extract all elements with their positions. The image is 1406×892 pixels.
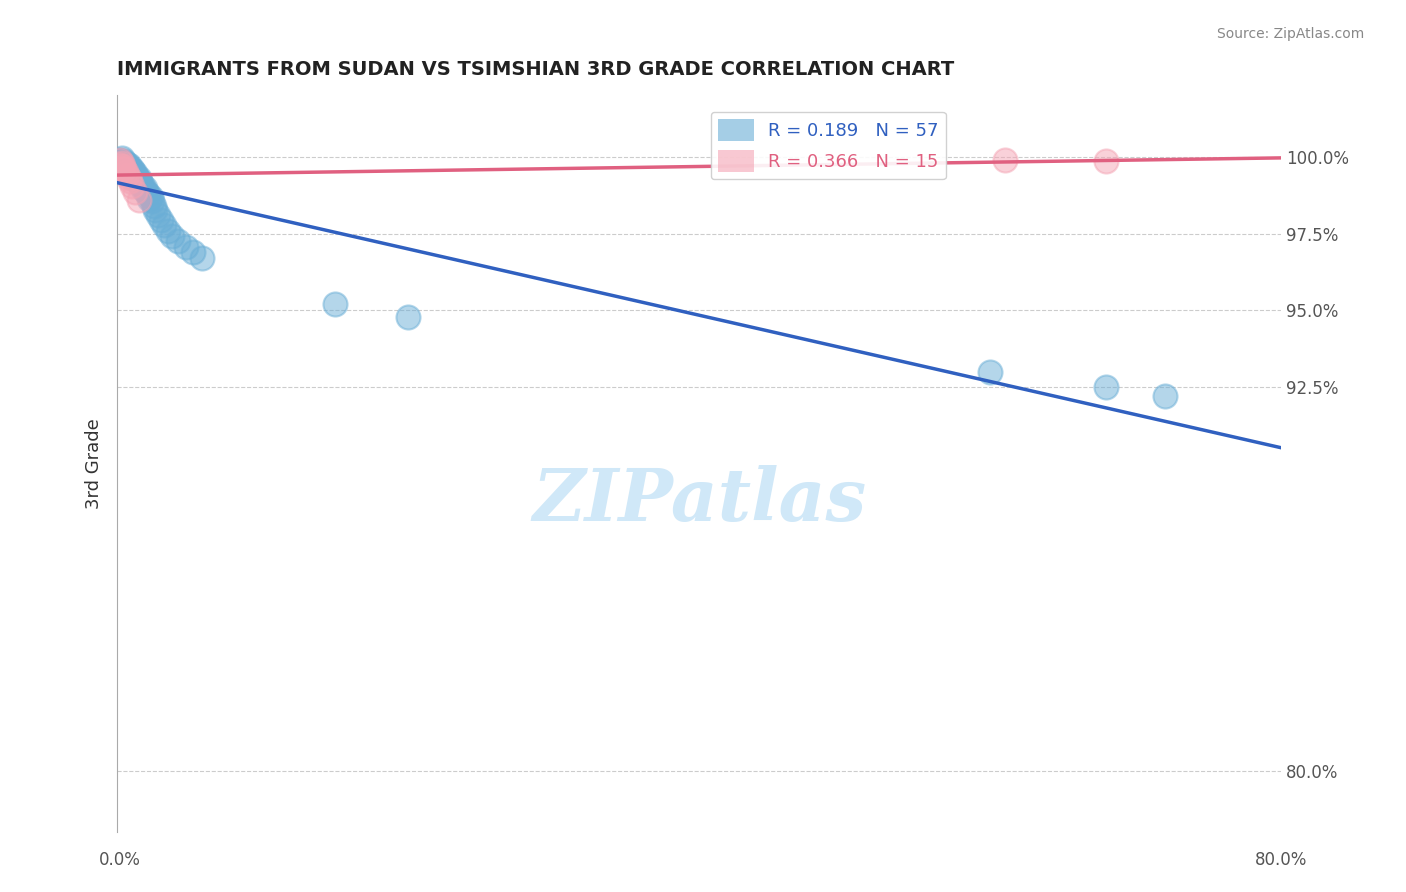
Point: [110, 161, 132, 175]
Point: [174, 239, 197, 253]
Point: [110, 153, 132, 168]
Point: [129, 174, 152, 188]
Point: [124, 170, 146, 185]
Text: Source: ZipAtlas.com: Source: ZipAtlas.com: [1216, 27, 1364, 41]
Point: [149, 212, 172, 227]
Point: [152, 218, 174, 232]
Point: [1095, 154, 1118, 169]
Point: [115, 166, 138, 180]
Point: [121, 171, 143, 186]
Point: [131, 178, 153, 193]
Point: [127, 173, 149, 187]
Point: [118, 171, 141, 186]
Point: [114, 162, 136, 177]
Point: [111, 159, 134, 173]
Point: [979, 365, 1001, 379]
Point: [122, 163, 145, 178]
Text: IMMIGRANTS FROM SUDAN VS TSIMSHIAN 3RD GRADE CORRELATION CHART: IMMIGRANTS FROM SUDAN VS TSIMSHIAN 3RD G…: [117, 60, 955, 78]
Point: [115, 165, 138, 179]
Text: 80.0%: 80.0%: [1256, 851, 1308, 869]
Point: [1153, 389, 1175, 403]
Point: [396, 310, 419, 324]
Point: [181, 245, 204, 260]
Point: [114, 163, 136, 178]
Point: [124, 166, 146, 180]
Point: [117, 162, 139, 177]
Point: [125, 169, 148, 183]
Point: [121, 162, 143, 177]
Point: [136, 187, 159, 202]
Point: [107, 153, 129, 167]
Point: [110, 152, 132, 166]
Point: [993, 153, 1015, 167]
Point: [121, 179, 143, 194]
Point: [122, 168, 145, 182]
Point: [142, 199, 165, 213]
Point: [134, 180, 156, 194]
Point: [167, 235, 190, 249]
Point: [1095, 380, 1118, 394]
Point: [120, 165, 142, 179]
Point: [115, 161, 138, 176]
Point: [135, 185, 157, 199]
Point: [121, 167, 143, 181]
Point: [325, 297, 347, 311]
Point: [114, 154, 136, 169]
Point: [190, 251, 212, 265]
Point: [108, 153, 131, 167]
Point: [118, 158, 141, 172]
Point: [110, 158, 132, 172]
Point: [138, 192, 160, 206]
Point: [115, 157, 138, 171]
Legend: R = 0.189   N = 57, R = 0.366   N = 15: R = 0.189 N = 57, R = 0.366 N = 15: [710, 112, 946, 179]
Text: ZIPatlas: ZIPatlas: [531, 466, 866, 536]
Point: [114, 159, 136, 173]
Point: [118, 168, 141, 182]
Point: [146, 208, 169, 222]
Point: [108, 157, 131, 171]
Point: [124, 185, 146, 199]
Point: [108, 157, 131, 171]
Point: [157, 223, 180, 237]
Y-axis label: 3rd Grade: 3rd Grade: [86, 418, 103, 509]
Point: [143, 202, 166, 217]
Point: [110, 156, 132, 170]
Point: [108, 154, 131, 169]
Text: 0.0%: 0.0%: [98, 851, 141, 869]
Point: [120, 161, 142, 175]
Point: [128, 171, 150, 186]
Point: [162, 229, 184, 244]
Point: [141, 194, 163, 209]
Point: [139, 190, 162, 204]
Point: [132, 182, 155, 196]
Point: [111, 162, 134, 177]
Point: [128, 193, 150, 207]
Point: [120, 174, 142, 188]
Point: [118, 163, 141, 178]
Point: [128, 176, 150, 190]
Point: [117, 168, 139, 182]
Point: [117, 156, 139, 170]
Point: [111, 156, 134, 170]
